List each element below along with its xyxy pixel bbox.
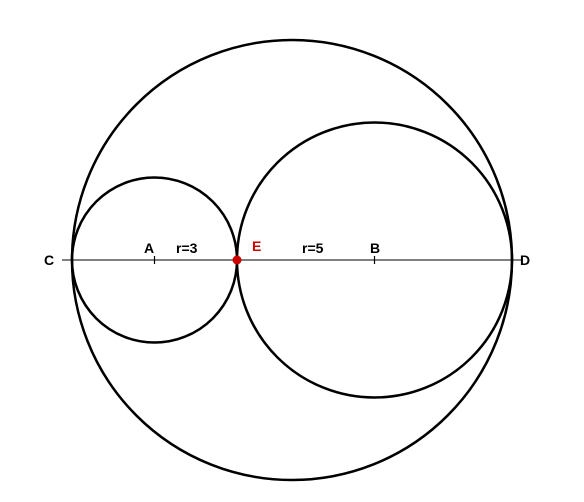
label-rb: r=5	[302, 240, 323, 256]
geometry-diagram	[0, 0, 584, 502]
label-a: A	[144, 240, 154, 256]
label-ra: r=3	[176, 240, 197, 256]
label-c: C	[44, 252, 54, 268]
label-b: B	[370, 240, 380, 256]
label-e: E	[252, 238, 261, 254]
label-d: D	[520, 252, 530, 268]
point-e	[233, 256, 242, 265]
